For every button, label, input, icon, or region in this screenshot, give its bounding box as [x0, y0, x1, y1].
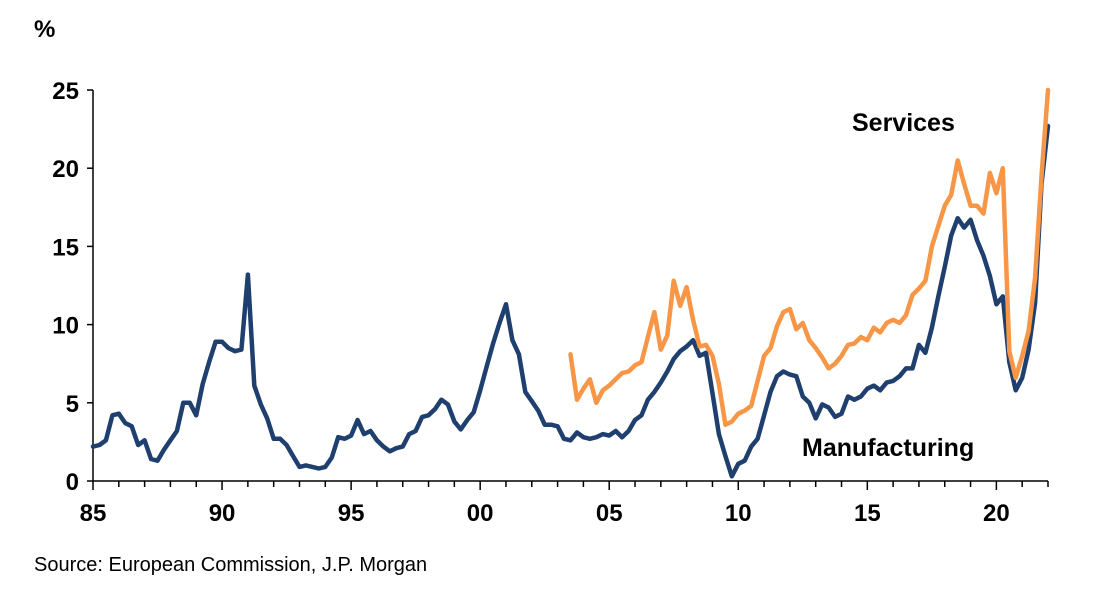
x-tick-label: 15 [854, 500, 881, 527]
y-axis-ticks: 0 5 10 15 20 25 [52, 78, 93, 496]
y-tick-label: 25 [52, 78, 79, 105]
y-tick-label: 5 [66, 391, 79, 418]
services-series-line [568, 87, 1051, 427]
x-tick-label: 00 [467, 500, 494, 527]
source-note: Source: European Commission, J.P. Morgan [34, 554, 427, 576]
x-tick-label: 85 [80, 500, 107, 527]
manufacturing-series-label: Manufacturing [802, 434, 974, 462]
series-lines [90, 87, 1051, 479]
x-tick-label: 20 [983, 500, 1010, 527]
y-unit-label: % [34, 16, 55, 43]
manufacturing-series-line [90, 123, 1051, 479]
y-tick-label: 15 [52, 234, 79, 261]
x-tick-label: 10 [725, 500, 752, 527]
x-tick-label: 05 [596, 500, 623, 527]
x-tick-label: 90 [209, 500, 236, 527]
x-axis-ticks: 85 90 95 00 05 10 15 20 [80, 481, 1049, 527]
y-tick-label: 10 [52, 313, 79, 340]
y-tick-label: 0 [66, 469, 79, 496]
services-series-label: Services [852, 109, 955, 137]
x-tick-label: 95 [338, 500, 365, 527]
y-tick-label: 20 [52, 156, 79, 183]
